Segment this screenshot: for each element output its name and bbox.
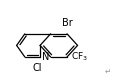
Text: Br: Br <box>62 18 72 28</box>
Text: N: N <box>42 52 49 62</box>
Text: ↵: ↵ <box>105 66 111 75</box>
Text: CF$_3$: CF$_3$ <box>71 51 88 63</box>
Text: Cl: Cl <box>33 63 42 73</box>
